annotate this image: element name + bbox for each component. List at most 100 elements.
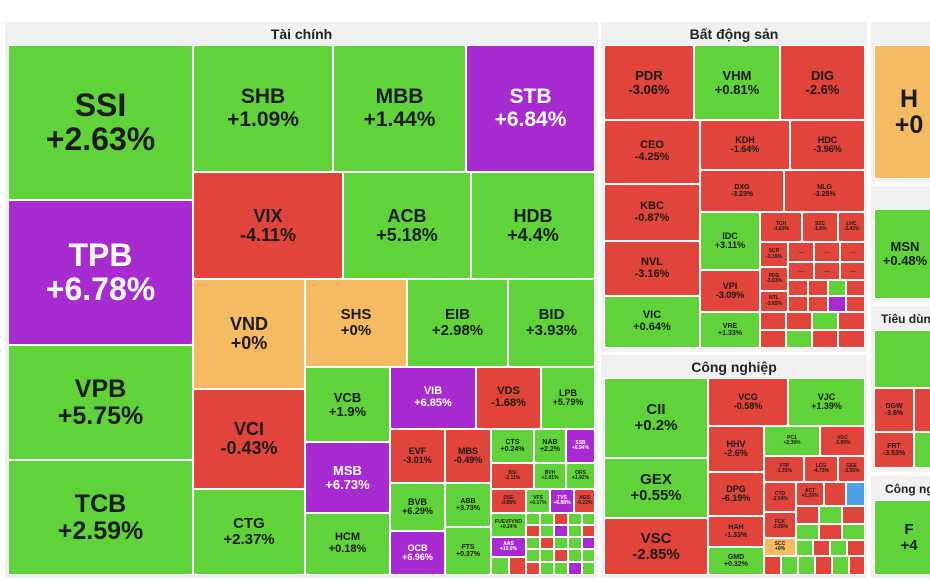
stock-tile-gmd[interactable]: GMD +0.32% <box>708 547 764 575</box>
stock-tile-small[interactable] <box>814 262 840 280</box>
stock-tile-vhm[interactable]: VHM +0.81% <box>694 45 780 120</box>
stock-tile-vre[interactable]: VRE +1.33% <box>700 312 760 348</box>
stock-tile-pc1[interactable]: PC1 +2.39% <box>764 426 820 456</box>
stock-tile-nlg[interactable]: NLG -3.25% <box>784 170 865 212</box>
stock-tile-small[interactable] <box>819 524 842 540</box>
stock-tile-small[interactable] <box>847 540 865 556</box>
stock-tile-ceo[interactable]: CEO -4.25% <box>604 120 700 184</box>
stock-tile-small[interactable] <box>828 296 846 312</box>
stock-tile-frt[interactable]: FRT -3.53% <box>874 432 914 468</box>
stock-tile-dig[interactable]: DIG -2.6% <box>780 45 865 120</box>
stock-tile-bid[interactable]: BID +3.93% <box>508 279 595 367</box>
stock-tile-small[interactable] <box>554 549 568 562</box>
stock-tile-hpg[interactable]: H +0 <box>874 45 930 179</box>
stock-tile-vpi[interactable]: VPI -3.09% <box>700 270 760 312</box>
stock-tile-small[interactable] <box>814 242 840 262</box>
stock-tile-small[interactable] <box>526 537 540 549</box>
stock-tile-tcb[interactable]: TCB +2.59% <box>8 460 193 575</box>
stock-tile-small[interactable] <box>813 540 830 556</box>
stock-tile-small[interactable] <box>582 525 595 537</box>
stock-tile-acb[interactable]: ACB +5.18% <box>343 172 471 279</box>
stock-tile-vsc[interactable]: VSC -2.85% <box>604 518 708 575</box>
stock-tile-small[interactable] <box>526 525 540 537</box>
stock-tile-fck[interactable]: FCK -3.28% <box>764 512 796 538</box>
stock-tile-small[interactable] <box>764 556 781 575</box>
stock-tile-small[interactable] <box>540 513 554 525</box>
stock-tile-ntl[interactable]: NTL -3.65% <box>760 291 788 312</box>
stock-tile-small[interactable] <box>540 537 554 549</box>
stock-tile-vcb[interactable]: VCB +1.9% <box>305 367 390 442</box>
stock-tile-abb[interactable]: ABB +3.73% <box>445 483 491 527</box>
stock-tile-small[interactable] <box>554 562 568 575</box>
stock-tile-scc[interactable]: SCC +0% <box>764 538 796 556</box>
stock-tile-vjc[interactable]: VJC +1.39% <box>788 378 865 426</box>
stock-tile-hdb[interactable]: HDB +4.4% <box>471 172 595 279</box>
stock-tile-small[interactable] <box>842 524 865 540</box>
stock-tile-small[interactable] <box>554 525 568 537</box>
stock-tile-dxg[interactable]: DXG -3.23% <box>700 170 784 212</box>
stock-tile-small[interactable] <box>832 556 849 575</box>
stock-tile-small[interactable] <box>815 556 832 575</box>
stock-tile-ssi[interactable]: SSI +2.63% <box>8 45 193 200</box>
stock-tile-small[interactable] <box>554 513 568 525</box>
stock-tile-small[interactable] <box>796 524 819 540</box>
stock-tile-small[interactable] <box>509 557 526 575</box>
stock-tile-small[interactable] <box>582 562 595 575</box>
stock-tile-ags[interactable]: AGS -0.22% <box>574 489 595 513</box>
stock-tile-vnd[interactable]: VND +0% <box>193 279 305 389</box>
stock-tile-fpt[interactable]: F +4 <box>874 500 930 575</box>
stock-tile-small[interactable] <box>914 432 930 468</box>
stock-tile-small[interactable] <box>846 280 865 296</box>
stock-tile-small[interactable] <box>582 549 595 562</box>
stock-tile-tieu-dung-lead[interactable] <box>874 330 930 388</box>
stock-tile-vds[interactable]: VDS -1.68% <box>476 367 541 429</box>
stock-tile-dgw[interactable]: DGW -3.6% <box>874 388 914 432</box>
stock-tile-bvb[interactable]: BVB +6.29% <box>390 483 445 531</box>
stock-tile-small[interactable] <box>796 506 819 524</box>
stock-tile-vci[interactable]: VCI -0.43% <box>193 389 305 489</box>
stock-tile-fuevfvnd[interactable]: FUEVFVND +0.24% <box>491 513 526 537</box>
stock-tile-small[interactable] <box>540 525 554 537</box>
stock-tile-small[interactable] <box>824 482 846 506</box>
stock-tile-lcg[interactable]: LCG -4.73% <box>804 456 838 482</box>
stock-tile-small[interactable] <box>491 557 509 575</box>
stock-tile-ocb[interactable]: OCB +6.96% <box>390 531 445 575</box>
stock-tile-small[interactable] <box>760 330 786 348</box>
stock-tile-dse[interactable]: DSE -0.88% <box>491 489 526 513</box>
stock-tile-small[interactable] <box>846 296 865 312</box>
stock-tile-small[interactable] <box>808 296 828 312</box>
stock-tile-vfs[interactable]: VFS +0.17% <box>526 489 550 513</box>
stock-tile-mbs[interactable]: MBS -0.49% <box>445 429 491 483</box>
stock-tile-msn[interactable]: MSN +0.48% <box>874 209 930 299</box>
stock-tile-small[interactable] <box>582 537 595 549</box>
stock-tile-ctd[interactable]: CTD -2.04% <box>764 482 796 512</box>
stock-tile-small[interactable] <box>786 312 812 330</box>
stock-tile-szc[interactable]: SZC -1.6% <box>802 212 838 242</box>
stock-tile-eib[interactable]: EIB +2.98% <box>407 279 508 367</box>
stock-tile-act[interactable]: ACT +1.39% <box>796 482 824 506</box>
stock-tile-pdg[interactable]: PDG -3.03% <box>760 267 788 291</box>
stock-tile-fts[interactable]: FTS +0.37% <box>445 527 491 575</box>
stock-tile-hhv[interactable]: HHV -2.6% <box>708 426 764 472</box>
stock-tile-vib[interactable]: VIB +6.85% <box>390 367 476 429</box>
stock-tile-shs[interactable]: SHS +0% <box>305 279 407 367</box>
stock-tile-bsi[interactable]: BSI -2.11% <box>491 463 534 489</box>
stock-tile-small[interactable] <box>849 556 865 575</box>
stock-tile-small[interactable] <box>760 312 786 330</box>
stock-tile-small[interactable] <box>788 296 808 312</box>
stock-tile-small[interactable] <box>914 388 930 432</box>
stock-tile-small[interactable] <box>526 513 540 525</box>
stock-tile-small[interactable] <box>526 549 540 562</box>
stock-tile-small[interactable] <box>568 513 582 525</box>
stock-tile-small[interactable] <box>540 549 554 562</box>
stock-tile-small[interactable] <box>830 540 847 556</box>
stock-tile-bvh[interactable]: BVH +1.01% <box>534 463 566 489</box>
stock-tile-small[interactable] <box>788 280 808 296</box>
stock-tile-aas[interactable]: AAS +10.0% <box>491 537 526 557</box>
stock-tile-small[interactable] <box>568 537 582 549</box>
stock-tile-vgc[interactable]: VGC -3.99% <box>820 426 865 456</box>
stock-tile-small[interactable] <box>568 562 582 575</box>
stock-tile-gex[interactable]: GEX +0.55% <box>604 458 708 518</box>
stock-tile-small[interactable] <box>781 556 798 575</box>
stock-tile-ssb[interactable]: SSB +6.94% <box>566 429 595 463</box>
